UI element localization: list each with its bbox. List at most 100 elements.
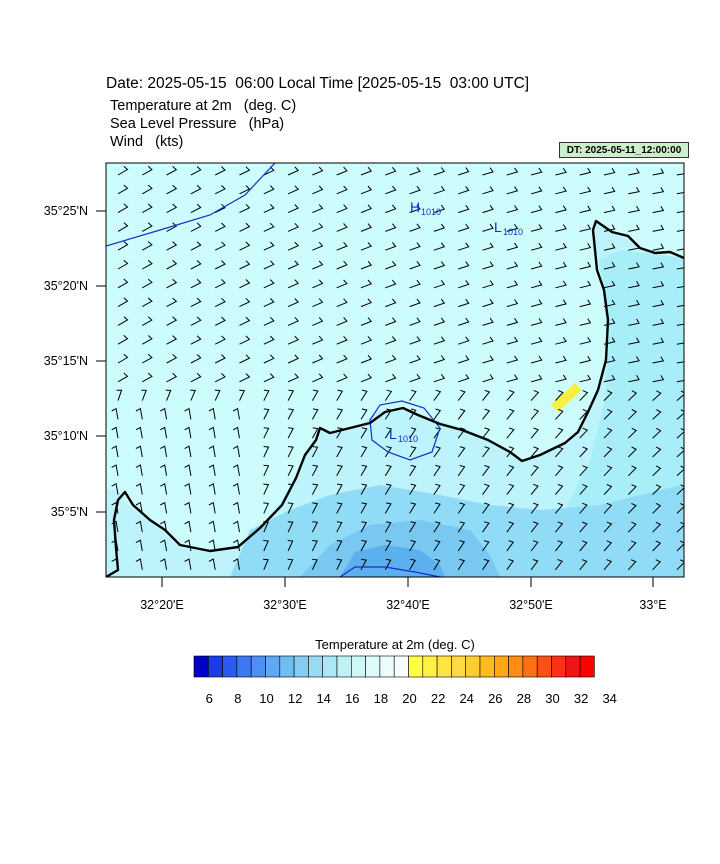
wind-barb bbox=[117, 184, 129, 195]
wind-barb bbox=[603, 205, 616, 214]
wind-barb bbox=[239, 185, 251, 195]
wind-barb bbox=[652, 224, 665, 232]
wind-barb bbox=[360, 521, 368, 533]
wind-barb bbox=[652, 299, 665, 308]
wind-barb bbox=[603, 356, 616, 364]
wind-barb bbox=[166, 166, 178, 176]
wind-barb bbox=[579, 521, 588, 533]
wind-barb bbox=[627, 540, 637, 552]
colorbar-swatch bbox=[436, 655, 452, 678]
wind-barb bbox=[530, 465, 539, 477]
wind-barb bbox=[579, 502, 588, 514]
wind-barb bbox=[263, 483, 270, 495]
wind-barb bbox=[385, 204, 397, 214]
wind-barb bbox=[190, 335, 202, 345]
wind-barb bbox=[603, 521, 613, 533]
wind-barb bbox=[239, 316, 251, 326]
wind-barb bbox=[360, 408, 368, 420]
wind-barb bbox=[409, 483, 417, 495]
wind-barb bbox=[555, 446, 564, 458]
wind-barb bbox=[160, 407, 168, 420]
wind-barb bbox=[360, 185, 373, 195]
wind-barb bbox=[506, 167, 519, 176]
wind-barb bbox=[208, 558, 216, 570]
wind-barb bbox=[166, 297, 178, 308]
wind-barb bbox=[385, 298, 397, 308]
wind-barb bbox=[336, 166, 348, 176]
wind-barb bbox=[312, 223, 324, 232]
wind-barb bbox=[457, 540, 466, 552]
wind-barb bbox=[628, 262, 640, 270]
wind-barb bbox=[190, 354, 202, 364]
wind-barb bbox=[530, 559, 539, 571]
wind-barb bbox=[287, 446, 294, 458]
wind-barb bbox=[232, 483, 240, 495]
wind-barb bbox=[360, 279, 373, 289]
wind-barb bbox=[652, 559, 662, 571]
wind-barb bbox=[603, 502, 613, 514]
wind-barb bbox=[433, 204, 446, 214]
colorbar-tick-label: 20 bbox=[402, 691, 416, 706]
wind-barb bbox=[628, 187, 640, 195]
wind-barb bbox=[482, 261, 494, 270]
wind-barb bbox=[142, 316, 153, 326]
lat-label-4: 35°10'N bbox=[44, 429, 88, 443]
wind-barb bbox=[312, 166, 324, 176]
wind-barb bbox=[214, 335, 226, 345]
wind-barb bbox=[311, 408, 319, 420]
wind-barb bbox=[603, 168, 616, 176]
wind-barb bbox=[311, 446, 319, 458]
wind-barb bbox=[360, 354, 373, 364]
wind-barb bbox=[652, 502, 662, 514]
wind-barb bbox=[627, 465, 637, 477]
wind-barb bbox=[579, 205, 592, 214]
wind-barb bbox=[311, 483, 319, 495]
wind-barb bbox=[579, 224, 592, 232]
wind-barb bbox=[676, 503, 684, 514]
wind-barb bbox=[530, 299, 543, 308]
wind-barb bbox=[142, 335, 153, 345]
wind-barb bbox=[409, 446, 417, 458]
wind-barb bbox=[214, 222, 226, 232]
colorbar-tick-label: 28 bbox=[517, 691, 531, 706]
wind-barb bbox=[385, 185, 397, 195]
wind-barb bbox=[239, 222, 251, 232]
wind-barb bbox=[676, 380, 684, 383]
wind-barb bbox=[652, 187, 665, 195]
wind-barb bbox=[263, 389, 270, 401]
wind-barb bbox=[135, 464, 143, 476]
wind-barb bbox=[184, 407, 192, 420]
colorbar-tick-label: 14 bbox=[316, 691, 330, 706]
wind-barb bbox=[336, 558, 343, 571]
wind-barb bbox=[232, 464, 240, 476]
wind-barb bbox=[117, 372, 129, 383]
wind-barb bbox=[336, 298, 348, 308]
wind-barb bbox=[530, 318, 543, 326]
colorbar-swatch bbox=[322, 655, 338, 678]
lat-label-2: 35°20'N bbox=[44, 279, 88, 293]
wind-barb bbox=[676, 361, 684, 364]
colorbar-swatch bbox=[379, 655, 395, 678]
wind-barb bbox=[676, 465, 684, 477]
wind-barb bbox=[263, 354, 275, 364]
wind-barb bbox=[117, 259, 129, 270]
wind-barb bbox=[555, 559, 564, 571]
wind-barb bbox=[652, 390, 662, 401]
wind-barb bbox=[652, 521, 662, 533]
wind-barb bbox=[385, 279, 397, 289]
wind-barb bbox=[111, 483, 119, 495]
wind-barb bbox=[530, 242, 543, 251]
wind-barb bbox=[506, 299, 519, 308]
wind-barb bbox=[652, 243, 665, 251]
wind-barb bbox=[458, 336, 470, 345]
wind-barb bbox=[555, 167, 567, 176]
isobar-loop-low bbox=[369, 400, 441, 461]
wind-barb bbox=[287, 464, 294, 477]
wind-barb bbox=[116, 389, 123, 401]
wind-barb bbox=[263, 166, 275, 176]
wind-barb bbox=[579, 261, 592, 270]
wind-barb bbox=[530, 540, 539, 552]
wind-barb bbox=[433, 298, 446, 308]
wind-barb bbox=[214, 297, 226, 308]
wind-barb bbox=[287, 558, 294, 571]
